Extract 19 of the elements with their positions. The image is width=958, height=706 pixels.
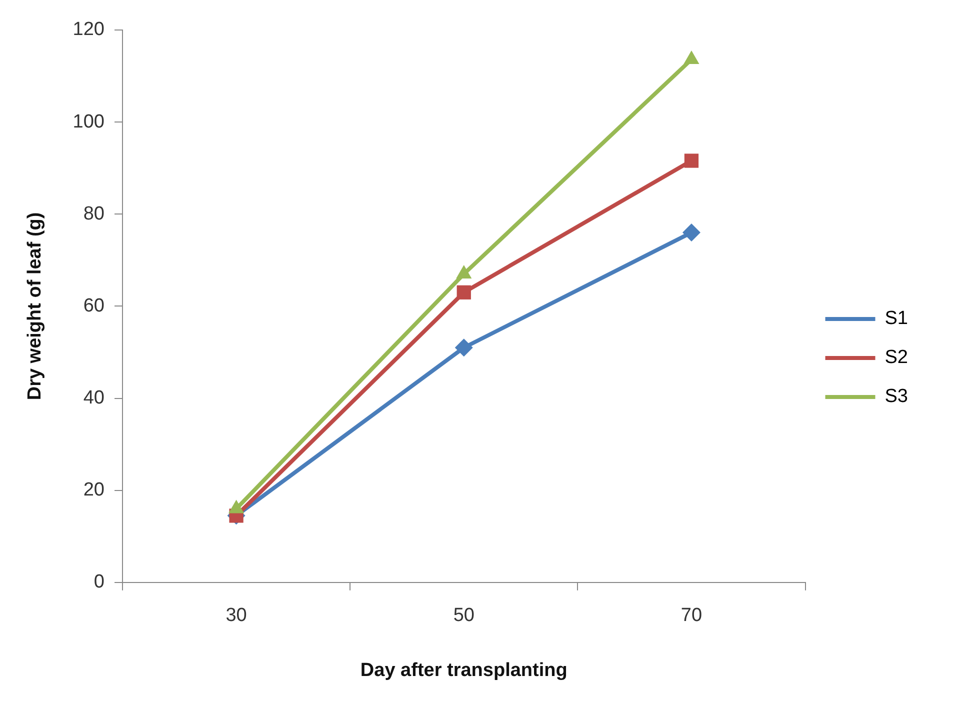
y-tick-label: 40 — [83, 388, 104, 408]
legend-label: S1 — [884, 308, 908, 330]
y-axis-title: Dry weight of leaf (g) — [24, 212, 46, 400]
y-tick-label: 20 — [83, 480, 104, 501]
y-tick-label: 60 — [83, 295, 104, 316]
point — [684, 154, 699, 168]
x-tick-label: 70 — [680, 605, 702, 626]
legend-label: S3 — [884, 386, 908, 408]
x-axis-title: Day after transplanting — [360, 660, 568, 681]
point — [454, 338, 473, 357]
y-tick-label: 120 — [72, 19, 104, 40]
x-tick-label: 50 — [453, 605, 474, 626]
y-tick-label: 0 — [94, 572, 104, 593]
y-tick-label: 100 — [72, 111, 104, 132]
point — [456, 285, 471, 300]
point — [682, 224, 700, 242]
y-tick-label: 80 — [83, 203, 104, 224]
x-tick-label: 30 — [226, 605, 247, 626]
legend-label: S2 — [884, 347, 908, 368]
